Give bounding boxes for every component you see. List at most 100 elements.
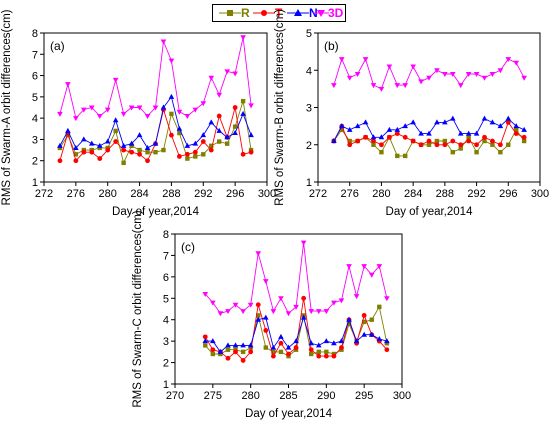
data-point-3d bbox=[386, 64, 393, 70]
y-axis-label-c: RMS of Swarm-C orbit differences(cm) bbox=[132, 210, 144, 407]
x-tick-label-c: 280 bbox=[241, 390, 259, 402]
data-point-t bbox=[208, 147, 214, 153]
data-point-t bbox=[386, 134, 392, 140]
data-point-n bbox=[376, 336, 383, 341]
data-point-t bbox=[113, 139, 119, 144]
data-point-n bbox=[457, 130, 464, 136]
data-point-3d bbox=[217, 311, 224, 317]
data-point-3d bbox=[376, 264, 383, 270]
data-point-3d bbox=[293, 304, 299, 310]
data-point-t bbox=[105, 147, 111, 153]
data-point-3d bbox=[361, 264, 367, 270]
data-point-3d bbox=[224, 69, 230, 75]
data-point-r bbox=[209, 143, 214, 149]
data-point-3d bbox=[160, 39, 167, 45]
data-point-r bbox=[177, 130, 182, 136]
x-axis-label-b: Day of year,2014 bbox=[386, 206, 474, 218]
chart-legend: R T N 3D bbox=[212, 4, 346, 22]
data-point-t bbox=[121, 147, 127, 153]
data-point-r bbox=[490, 142, 495, 147]
data-point-t bbox=[176, 154, 182, 159]
data-point-n bbox=[224, 134, 230, 140]
series-line-3d bbox=[204, 242, 388, 315]
data-point-r bbox=[506, 142, 511, 147]
data-point-3d bbox=[128, 105, 135, 111]
data-point-n bbox=[225, 342, 231, 348]
data-point-3d bbox=[208, 75, 215, 81]
data-point-n bbox=[263, 314, 269, 320]
data-point-3d bbox=[216, 92, 223, 98]
data-point-3d bbox=[457, 83, 464, 89]
data-point-t bbox=[129, 149, 135, 155]
y-tick-label-b: 2 bbox=[306, 140, 312, 152]
data-point-t bbox=[200, 139, 206, 144]
data-point-n bbox=[96, 142, 103, 148]
data-point-r bbox=[203, 343, 208, 348]
data-point-3d bbox=[331, 300, 337, 306]
data-point-n bbox=[232, 130, 238, 136]
data-point-t bbox=[347, 142, 353, 148]
data-point-t bbox=[355, 138, 361, 144]
data-point-r bbox=[240, 98, 246, 104]
x-tick-label-b: 300 bbox=[531, 188, 549, 200]
data-point-n bbox=[240, 110, 246, 116]
legend-label-t: T bbox=[275, 6, 283, 20]
data-point-r bbox=[256, 313, 261, 318]
x-tick-label-b: 296 bbox=[499, 188, 517, 200]
data-point-r bbox=[121, 160, 126, 166]
data-point-t bbox=[418, 142, 424, 148]
data-point-r bbox=[201, 152, 206, 157]
y-tick-label-a: 5 bbox=[32, 92, 38, 104]
data-point-t bbox=[263, 328, 269, 333]
data-point-n bbox=[184, 142, 191, 148]
data-point-r bbox=[324, 349, 329, 355]
data-point-r bbox=[97, 145, 102, 151]
data-point-t bbox=[490, 138, 495, 144]
data-point-n bbox=[338, 123, 345, 129]
y-tick-label-c: 2 bbox=[163, 358, 169, 370]
data-point-3d bbox=[308, 309, 314, 315]
data-point-n bbox=[331, 340, 337, 346]
data-point-3d bbox=[354, 71, 361, 77]
data-point-n bbox=[362, 119, 369, 125]
data-point-n bbox=[449, 115, 456, 121]
data-point-3d bbox=[394, 83, 401, 89]
data-point-r bbox=[521, 138, 527, 144]
data-point-t bbox=[458, 142, 464, 148]
data-point-3d bbox=[255, 251, 262, 257]
x-tick-label-b: 288 bbox=[436, 188, 454, 200]
data-point-3d bbox=[57, 111, 63, 117]
data-point-t bbox=[384, 347, 390, 353]
data-point-n bbox=[278, 333, 284, 339]
data-point-n bbox=[346, 316, 352, 322]
data-point-n bbox=[270, 344, 277, 350]
data-point-t bbox=[240, 151, 246, 157]
data-point-3d bbox=[505, 57, 512, 63]
data-point-t bbox=[331, 353, 337, 359]
data-point-n bbox=[247, 342, 254, 348]
data-point-r bbox=[153, 150, 158, 155]
data-point-r bbox=[339, 127, 344, 133]
series-line-n bbox=[333, 118, 525, 142]
series-3d-a bbox=[57, 35, 254, 122]
x-tick-label-b: 276 bbox=[341, 188, 359, 200]
data-point-3d bbox=[362, 57, 369, 63]
data-point-r bbox=[369, 317, 374, 322]
data-point-r bbox=[361, 319, 367, 325]
data-point-t bbox=[482, 134, 487, 140]
x-tick-label-b: 292 bbox=[467, 188, 485, 200]
data-point-3d bbox=[449, 71, 456, 77]
plot-frame-c bbox=[174, 233, 403, 385]
data-point-r bbox=[263, 345, 268, 350]
data-point-n bbox=[168, 93, 175, 99]
y-axis-label-b: RMS of Swarm-B orbit differences(cm) bbox=[274, 9, 286, 206]
data-point-t bbox=[513, 131, 519, 136]
data-point-n bbox=[176, 125, 183, 131]
data-point-r bbox=[73, 152, 79, 157]
y-tick-label-a: 4 bbox=[32, 113, 38, 125]
x-tick-label-a: 284 bbox=[130, 188, 148, 200]
data-point-n bbox=[308, 340, 314, 346]
data-point-r bbox=[442, 138, 448, 144]
data-point-t bbox=[89, 149, 95, 155]
data-point-3d bbox=[120, 111, 127, 117]
